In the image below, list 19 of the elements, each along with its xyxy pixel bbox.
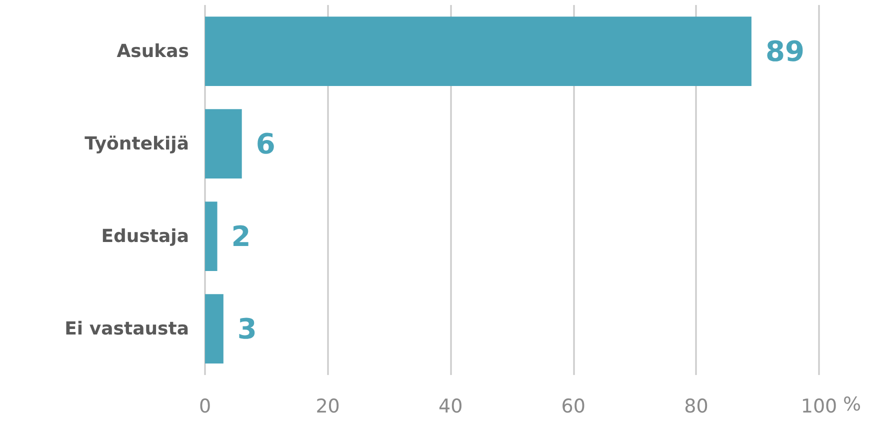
bar: [205, 202, 218, 271]
x-tick-label: 40: [438, 396, 463, 418]
x-tick-label: 60: [561, 396, 586, 418]
x-tick-label: 80: [684, 396, 708, 418]
x-axis-title: %: [843, 394, 862, 416]
data-label: 3: [237, 312, 257, 346]
data-label: 6: [256, 127, 276, 160]
data-label: 2: [231, 220, 251, 253]
x-tick-label: 100: [800, 396, 838, 418]
bar: [205, 294, 224, 364]
y-tick-label: Ei vastausta: [64, 318, 189, 340]
y-tick-label: Asukas: [116, 40, 189, 62]
y-tick-label: Edustaja: [101, 226, 189, 247]
x-tick-label: 20: [316, 396, 340, 418]
x-tick-label: 0: [198, 396, 212, 418]
data-label: 89: [765, 34, 804, 68]
bar: [205, 109, 242, 178]
bar: [205, 16, 752, 86]
y-tick-label: Työntekijä: [84, 133, 189, 154]
